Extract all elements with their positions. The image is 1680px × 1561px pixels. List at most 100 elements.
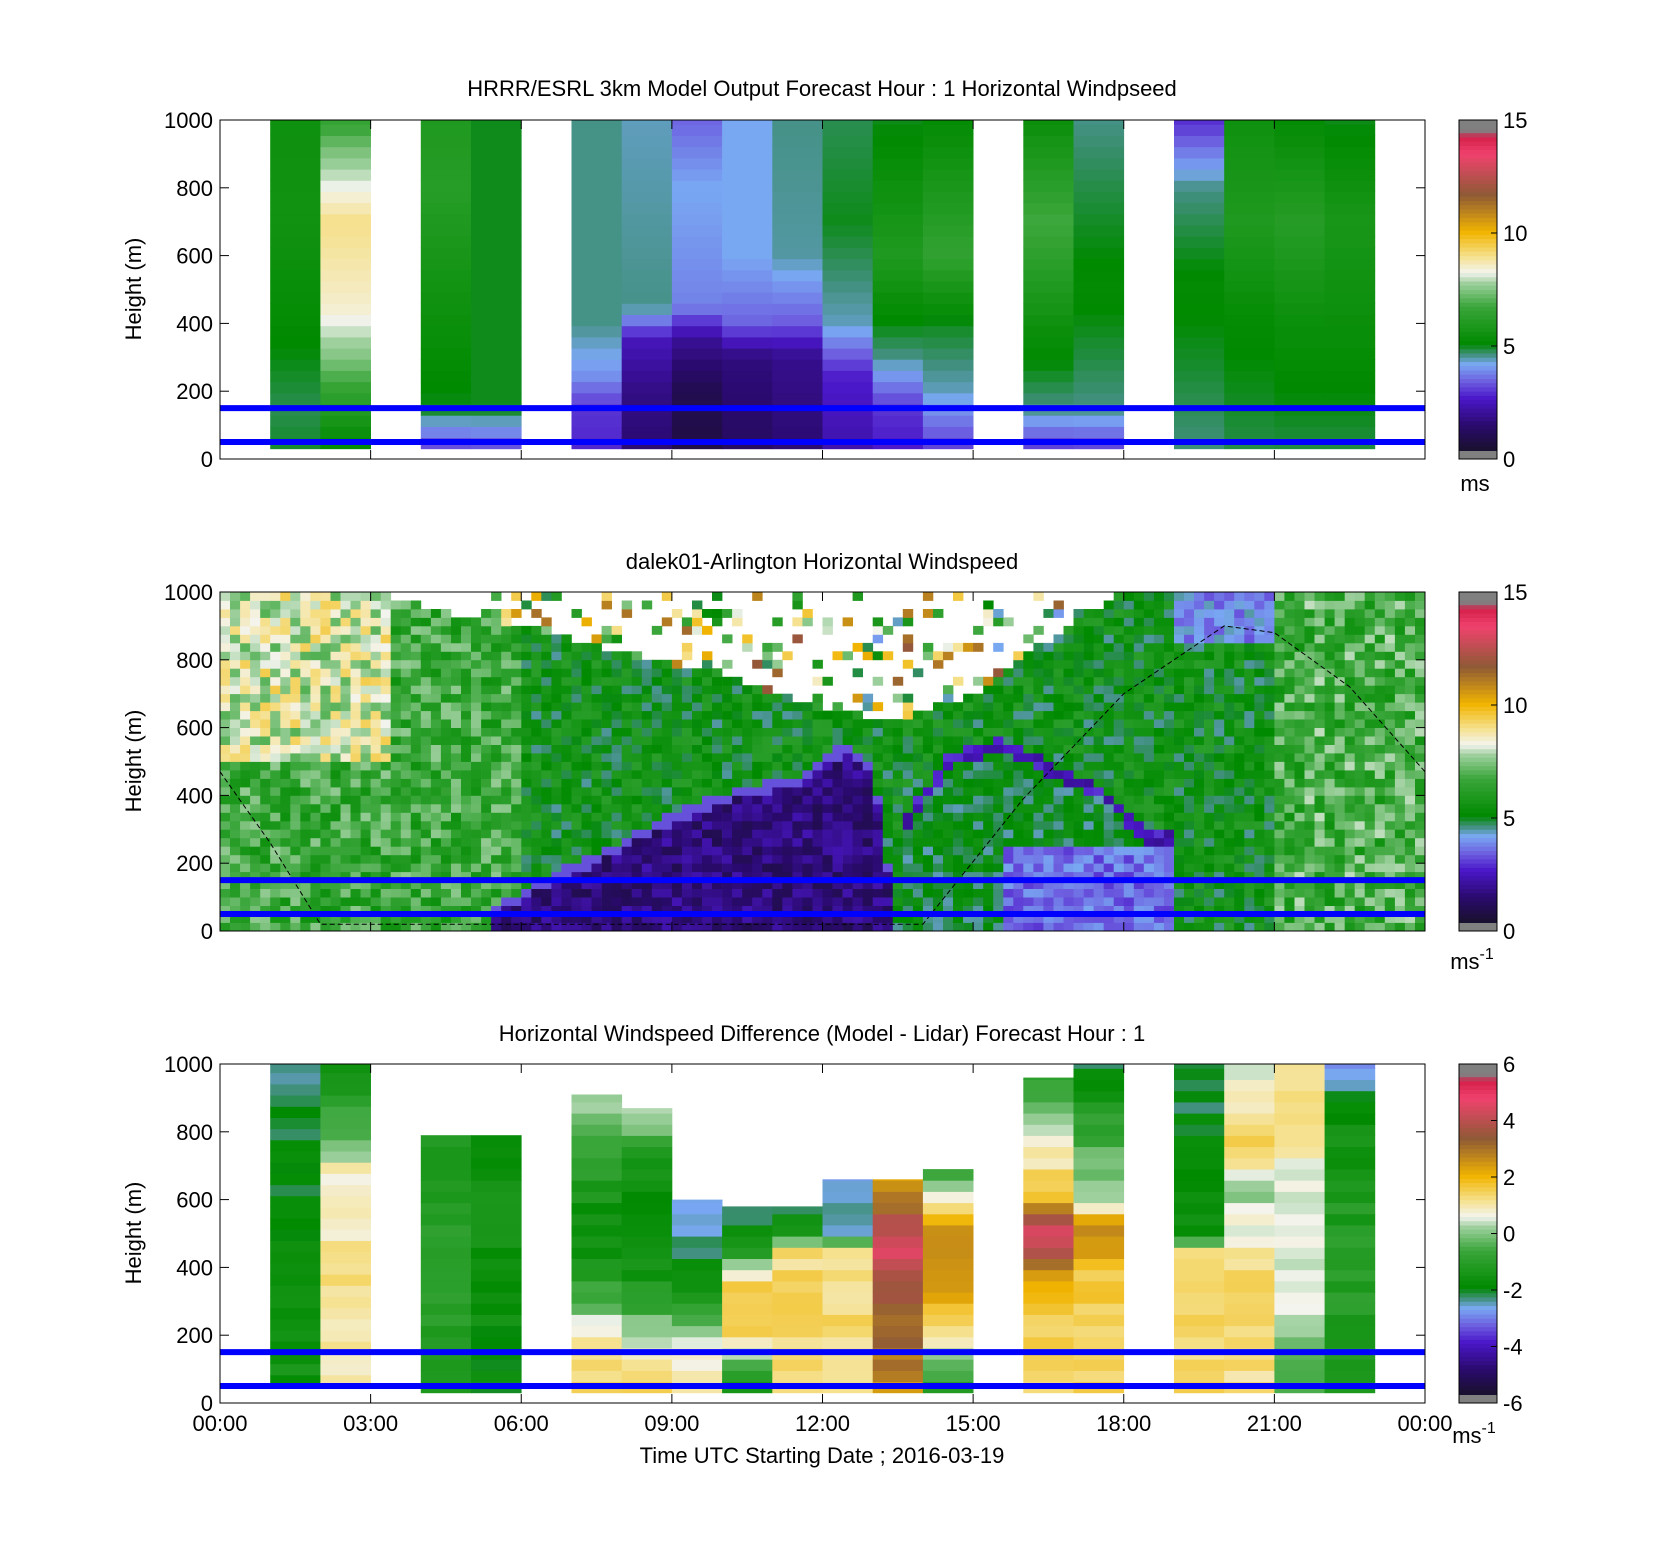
heatmap-cell [420,753,432,762]
heatmap-cell [1224,600,1235,610]
heatmap-cell [1023,922,1034,931]
heatmap-cell [702,914,713,923]
heatmap-cell [1003,753,1014,762]
heatmap-cell [561,676,572,686]
heatmap-cell [1274,829,1285,839]
heatmap-cell [922,392,974,405]
heatmap-cell [400,744,412,754]
heatmap-cell [1143,651,1155,661]
heatmap-cell [1224,225,1275,237]
heatmap-cell [1204,727,1215,737]
heatmap-cell [521,888,532,898]
heatmap-cell [280,719,291,728]
heatmap-cell [1103,880,1115,889]
heatmap-cell [551,676,562,686]
heatmap-cell [832,770,843,779]
heatmap-cell [1324,337,1376,349]
heatmap-cell [501,803,512,813]
heatmap-cell [993,744,1004,754]
heatmap-cell [822,736,833,745]
heatmap-cell [792,820,803,830]
heatmap-cell [1224,617,1235,627]
heatmap-cell [1113,753,1125,762]
heatmap-cell [250,837,261,847]
heatmap-cell [541,736,552,745]
colorbar-swatch [1459,170,1497,176]
heatmap-cell [1284,668,1295,678]
heatmap-cell [300,812,311,822]
heatmap-cell [1324,922,1335,931]
heatmap-cell [692,668,703,678]
heatmap-cell [1384,592,1396,601]
heatmap-cell [350,609,361,618]
heatmap-cell [1224,888,1235,898]
heatmap-cell [1043,710,1054,720]
heatmap-cell [1344,770,1356,779]
heatmap-cell [1314,651,1325,661]
heatmap-cell [380,609,392,618]
heatmap-cell [1204,625,1215,635]
heatmap-cell [471,693,482,703]
heatmap-cell [953,812,964,822]
heatmap-cell [1013,761,1024,771]
heatmap-cell [762,736,773,745]
heatmap-cell [270,897,281,906]
heatmap-cell [571,392,623,405]
heatmap-cell [390,676,402,686]
heatmap-cell [943,829,954,839]
heatmap-cell [983,888,994,898]
heatmap-cell [601,922,612,931]
heatmap-cell [1334,753,1345,762]
heatmap-cell [953,744,964,754]
heatmap-cell [1254,786,1265,796]
heatmap-cell [440,634,452,644]
heatmap-cell [1274,625,1285,635]
heatmap-cell [822,795,833,805]
heatmap-cell [872,180,924,192]
heatmap-cell [1163,778,1175,788]
heatmap-cell [902,778,914,788]
heatmap-cell [561,702,572,712]
heatmap-cell [531,897,542,906]
heatmap-cell [320,846,331,856]
colorbar-swatch [1459,344,1497,350]
heatmap-cell [370,744,381,754]
heatmap-cell [1093,829,1104,839]
heatmap-cell [521,693,532,703]
heatmap-cell [390,854,402,864]
heatmap-cell [1394,778,1406,788]
heatmap-cell [531,829,542,839]
heatmap-cell [973,922,984,931]
heatmap-cell [1334,676,1345,686]
heatmap-cell [571,202,623,215]
heatmap-cell [320,124,371,136]
heatmap-cell [320,727,331,737]
heatmap-cell [681,880,693,889]
heatmap-cell [1244,702,1255,712]
heatmap-cell [1113,617,1125,627]
heatmap-cell [772,702,783,712]
heatmap-cell [1103,744,1115,754]
heatmap-cell [922,770,934,779]
heatmap-cell [320,292,371,304]
heatmap-cell [1204,854,1215,864]
heatmap-cell [1174,736,1185,745]
heatmap-cell [912,770,924,779]
heatmap-cell [541,719,552,728]
heatmap-cell [320,392,371,405]
heatmap-cell [1023,381,1074,394]
heatmap-cell [1123,880,1135,889]
heatmap-cell [1123,719,1135,728]
heatmap-cell [1374,914,1386,923]
heatmap-cell [230,668,241,678]
heatmap-cell [350,880,361,889]
heatmap-cell [1103,651,1115,661]
heatmap-cell [1023,236,1074,248]
heatmap-cell [451,778,462,788]
heatmap-cell [360,770,371,779]
heatmap-cell [250,736,261,745]
heatmap-cell [270,426,321,439]
heatmap-cell [491,786,502,796]
heatmap-cell [260,668,271,678]
heatmap-cell [1023,880,1034,889]
